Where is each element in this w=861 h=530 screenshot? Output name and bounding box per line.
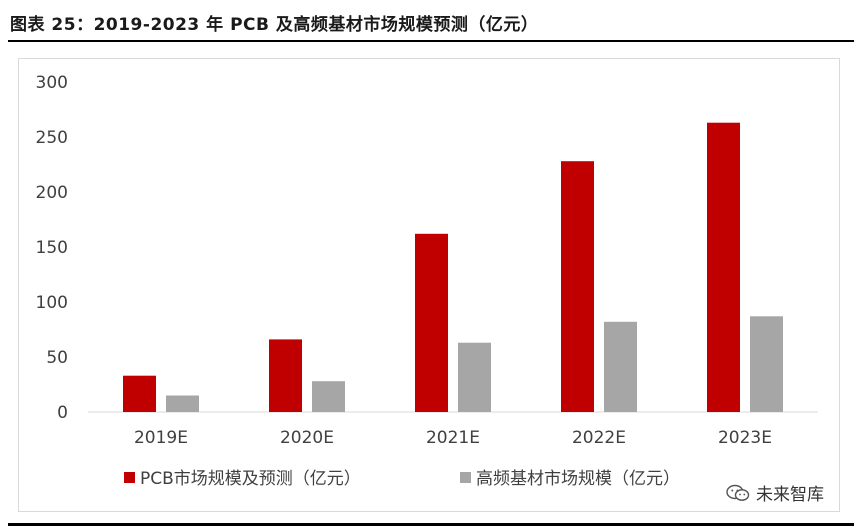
figure-title: 图表 25：2019-2023 年 PCB 及高频基材市场规模预测（亿元） — [10, 15, 539, 35]
bar-pcb-2021E — [415, 233, 448, 412]
legend: PCB市场规模及预测（亿元） 高频基材市场规模（亿元） — [124, 469, 680, 489]
y-tick-label: 0 — [57, 403, 68, 423]
bars — [123, 122, 783, 412]
bar-high-frequency-2019E — [166, 395, 199, 412]
legend-swatch — [124, 472, 135, 483]
x-tick-label: 2021E — [426, 428, 480, 448]
y-tick-label: 150 — [36, 238, 68, 258]
x-tick-label: 2020E — [280, 428, 334, 448]
y-tick-label: 300 — [36, 73, 68, 93]
title-divider — [8, 40, 854, 42]
bar-pcb-2022E — [561, 161, 594, 412]
y-tick-label: 200 — [36, 183, 68, 203]
wechat-icon — [726, 484, 750, 501]
chart-frame — [18, 58, 840, 512]
y-tick-label: 100 — [36, 293, 68, 313]
watermark-text: 未来智库 — [756, 485, 824, 505]
y-axis: 0 50 100 150 200 250 300 — [36, 73, 68, 423]
y-tick-label: 50 — [46, 348, 68, 368]
y-tick-label: 250 — [36, 128, 68, 148]
x-axis: 2019E 2020E 2021E 2022E 2023E — [134, 428, 772, 448]
bottom-divider — [8, 523, 854, 526]
legend-label: PCB市场规模及预测（亿元） — [140, 469, 361, 489]
bar-pcb-2019E — [123, 375, 156, 412]
x-tick-label: 2023E — [718, 428, 772, 448]
bar-high-frequency-2023E — [750, 316, 783, 412]
bar-high-frequency-2021E — [458, 342, 491, 412]
x-tick-label: 2022E — [572, 428, 626, 448]
x-tick-label: 2019E — [134, 428, 188, 448]
watermark: 未来智库 — [726, 480, 824, 505]
bar-pcb-2020E — [269, 339, 302, 412]
bar-high-frequency-2022E — [604, 321, 637, 412]
legend-label: 高频基材市场规模（亿元） — [476, 469, 680, 489]
bar-high-frequency-2020E — [312, 381, 345, 412]
bar-pcb-2023E — [707, 122, 740, 412]
legend-swatch — [460, 472, 471, 483]
